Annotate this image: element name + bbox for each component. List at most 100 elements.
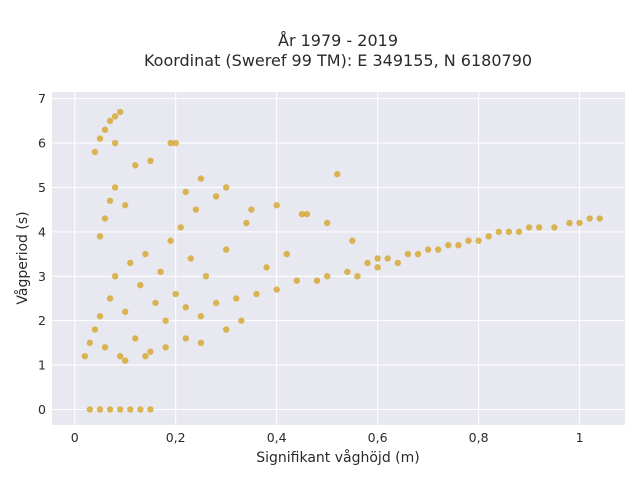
scatter-point <box>197 313 205 320</box>
scatter-point <box>147 406 154 413</box>
chart-title-line-2: Koordinat (Sweref 99 TM): E 349155, N 61… <box>144 51 532 70</box>
chart-title-line-1: År 1979 - 2019 <box>278 31 398 50</box>
x-tick-label: 1 <box>576 430 584 445</box>
scatter-point <box>424 246 432 253</box>
scatter-point <box>303 210 311 218</box>
scatter-point <box>485 233 492 240</box>
scatter-point <box>167 237 174 244</box>
scatter-point <box>96 406 104 413</box>
scatter-point <box>364 259 371 267</box>
scatter-point <box>273 202 280 209</box>
scatter-point <box>233 295 240 302</box>
x-tick-labels: 0 0,2 0,4 0,6 0,8 1 <box>71 430 584 445</box>
y-tick-label: 7 <box>38 91 46 106</box>
scatter-point <box>116 352 124 360</box>
scatter-point <box>182 304 189 311</box>
scatter-point <box>167 139 174 147</box>
scatter-point <box>91 326 99 333</box>
scatter-point <box>96 313 104 320</box>
scatter-point <box>187 255 195 262</box>
scatter-point <box>263 264 270 271</box>
y-tick-label: 6 <box>38 136 46 151</box>
scatter-point <box>192 206 200 213</box>
scatter-point <box>127 406 134 413</box>
scatter-point <box>91 148 99 156</box>
scatter-point <box>505 228 513 236</box>
y-tick-label: 5 <box>38 180 46 195</box>
scatter-point <box>344 268 351 276</box>
scatter-point <box>313 277 321 284</box>
scatter-point <box>283 250 290 258</box>
scatter-point <box>445 241 452 249</box>
scatter-point <box>551 224 558 231</box>
scatter-point <box>86 339 94 347</box>
scatter-point <box>535 224 543 231</box>
scatter-point <box>455 241 462 249</box>
grid-lines <box>52 92 625 425</box>
scatter-point <box>495 228 502 236</box>
scatter-point <box>132 162 139 169</box>
scatter-point <box>212 193 220 200</box>
scatter-point <box>435 246 442 253</box>
scatter-point <box>222 246 230 253</box>
plot-background <box>52 92 625 425</box>
scatter-point <box>86 406 94 413</box>
scatter-point <box>101 344 109 351</box>
scatter-point <box>182 188 189 196</box>
scatter-point <box>334 170 341 178</box>
scatter-point <box>298 210 306 218</box>
scatter-point <box>106 295 114 302</box>
scatter-point <box>111 113 119 120</box>
scatter-point <box>106 197 114 204</box>
scatter-point <box>96 135 104 142</box>
y-tick-label: 3 <box>38 269 46 284</box>
scatter-point <box>162 344 169 351</box>
scatter-point <box>248 206 255 213</box>
scatter-point <box>354 273 361 280</box>
x-tick-label: 0,2 <box>166 430 186 445</box>
scatter-point <box>122 357 129 364</box>
x-tick-label: 0 <box>71 430 79 445</box>
scatter-point <box>384 255 391 262</box>
scatter-point <box>96 233 104 240</box>
scatter-point <box>137 281 144 289</box>
scatter-point <box>222 326 230 333</box>
x-axis-label: Signifikant våghöjd (m) <box>256 449 419 466</box>
scatter-point <box>374 264 381 271</box>
scatter-point <box>116 108 124 116</box>
scatter-point <box>414 250 422 258</box>
scatter-point <box>323 273 331 280</box>
scatter-point <box>576 219 583 227</box>
scatter-point <box>122 202 129 209</box>
y-tick-label: 1 <box>38 358 46 373</box>
scatter-point <box>525 224 533 231</box>
scatter-point <box>106 406 114 413</box>
scatter-point <box>212 299 220 307</box>
scatter-point <box>162 317 169 324</box>
scatter-point <box>293 277 301 284</box>
scatter-point <box>147 348 154 355</box>
scatter-point <box>394 259 402 267</box>
scatter-point <box>152 299 159 307</box>
y-tick-label: 4 <box>38 224 46 239</box>
scatter-point <box>172 139 179 147</box>
scatter-point <box>566 219 573 227</box>
scatter-point <box>111 139 119 147</box>
x-tick-label: 0,4 <box>267 430 287 445</box>
scatter-point <box>238 317 245 324</box>
scatter-points <box>81 108 603 413</box>
y-tick-label: 0 <box>38 402 46 417</box>
scatter-point <box>111 273 119 280</box>
scatter-point <box>404 250 412 258</box>
scatter-point <box>81 352 89 360</box>
scatter-point <box>243 219 250 227</box>
scatter-point <box>586 215 593 222</box>
scatter-point <box>132 335 139 342</box>
scatter-point <box>147 157 154 165</box>
scatter-point <box>137 406 144 413</box>
scatter-point <box>475 237 482 244</box>
scatter-point <box>197 339 205 347</box>
scatter-point <box>202 273 210 280</box>
scatter-point <box>465 237 472 244</box>
